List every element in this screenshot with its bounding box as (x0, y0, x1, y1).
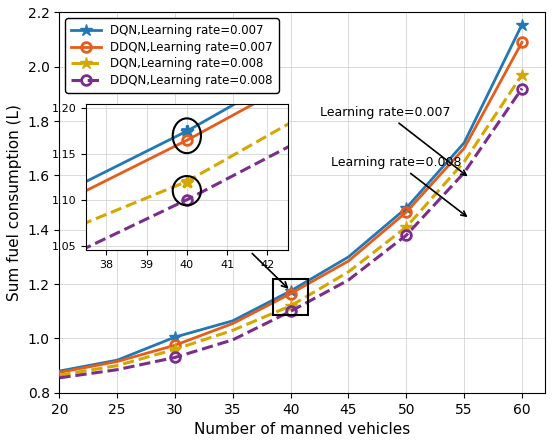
DQN,Learning rate=0.008 (172, 347, 178, 352)
DDQN,Learning rate=0.007 (230, 321, 236, 326)
DQN,Learning rate=0.007 (345, 254, 352, 260)
DDQN,Learning rate=0.008 (403, 233, 410, 238)
DDQN,Learning rate=0.007 (461, 146, 468, 151)
DDQN,Learning rate=0.008 (519, 86, 526, 91)
DQN,Learning rate=0.007 (114, 357, 120, 363)
Legend: DQN,Learning rate=0.007, DDQN,Learning rate=0.007, DQN,Learning rate=0.008, DDQN: DQN,Learning rate=0.007, DDQN,Learning r… (65, 18, 279, 93)
DQN,Learning rate=0.007 (461, 140, 468, 146)
DQN,Learning rate=0.008 (345, 269, 352, 274)
Line: DDQN,Learning rate=0.008: DDQN,Learning rate=0.008 (55, 83, 527, 383)
DQN,Learning rate=0.007 (172, 334, 178, 340)
DQN,Learning rate=0.007 (56, 369, 63, 374)
DQN,Learning rate=0.008 (56, 373, 63, 378)
DQN,Learning rate=0.007 (519, 22, 526, 28)
DQN,Learning rate=0.007 (288, 288, 294, 293)
DDQN,Learning rate=0.007 (288, 291, 294, 296)
DDQN,Learning rate=0.007 (114, 359, 120, 364)
DQN,Learning rate=0.007 (230, 318, 236, 323)
DDQN,Learning rate=0.007 (172, 343, 178, 348)
DQN,Learning rate=0.008 (230, 328, 236, 333)
Line: DQN,Learning rate=0.007: DQN,Learning rate=0.007 (53, 18, 528, 377)
DQN,Learning rate=0.008 (461, 159, 468, 165)
DDQN,Learning rate=0.007 (519, 40, 526, 45)
X-axis label: Number of manned vehicles: Number of manned vehicles (194, 422, 410, 437)
DQN,Learning rate=0.008 (114, 363, 120, 368)
Text: Learning rate=0.008: Learning rate=0.008 (331, 156, 466, 216)
Text: Learning rate=0.007: Learning rate=0.007 (320, 106, 466, 175)
DDQN,Learning rate=0.008 (230, 337, 236, 342)
DQN,Learning rate=0.007 (403, 206, 410, 211)
DDQN,Learning rate=0.008 (56, 375, 63, 381)
DQN,Learning rate=0.008 (403, 224, 410, 230)
DDQN,Learning rate=0.008 (461, 170, 468, 175)
Line: DDQN,Learning rate=0.007: DDQN,Learning rate=0.007 (55, 37, 527, 377)
DQN,Learning rate=0.008 (519, 72, 526, 78)
DDQN,Learning rate=0.007 (345, 258, 352, 264)
Bar (273, 279, 308, 315)
DDQN,Learning rate=0.008 (172, 355, 178, 360)
Y-axis label: Sum fuel consumption (L): Sum fuel consumption (L) (7, 104, 22, 301)
DDQN,Learning rate=0.007 (56, 370, 63, 375)
DDQN,Learning rate=0.008 (345, 278, 352, 283)
Line: DQN,Learning rate=0.008: DQN,Learning rate=0.008 (53, 69, 528, 381)
DDQN,Learning rate=0.008 (114, 367, 120, 373)
DDQN,Learning rate=0.007 (403, 210, 410, 215)
DQN,Learning rate=0.008 (288, 303, 294, 309)
DDQN,Learning rate=0.008 (288, 309, 294, 314)
